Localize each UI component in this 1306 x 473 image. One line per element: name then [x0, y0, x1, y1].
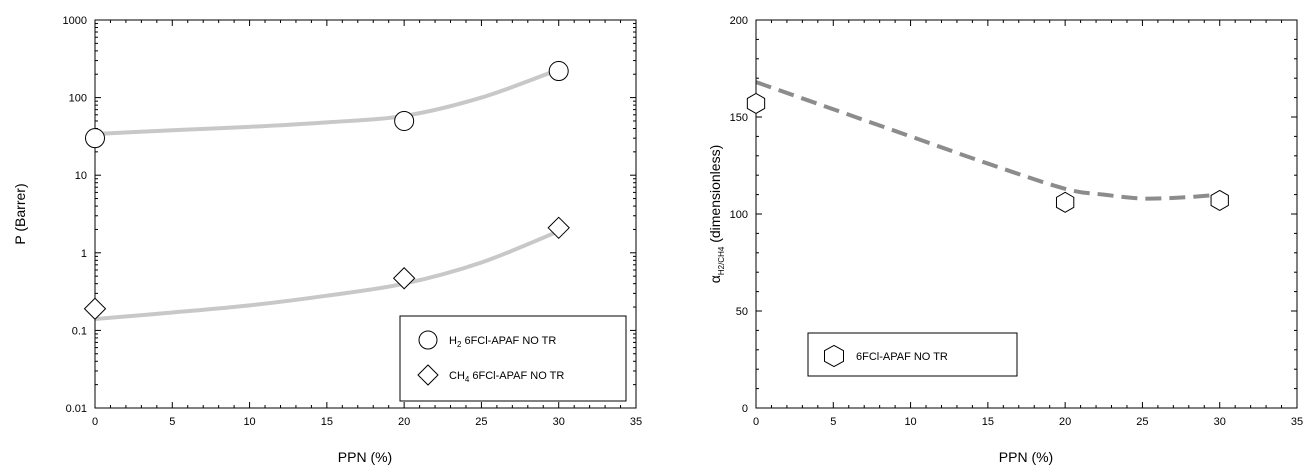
legend-ch4-label: CH4 6FCl-APAF NO TR	[449, 370, 564, 384]
x-tick-label: 35	[630, 416, 642, 428]
x-tick-label: 0	[92, 416, 98, 428]
left-y-axis-title: P (Barrer)	[12, 183, 28, 244]
right-markers	[746, 92, 1229, 213]
data-point-circle	[394, 110, 415, 131]
y-tick-label: 1	[81, 248, 87, 260]
x-tick-label: 20	[398, 416, 410, 428]
x-tick-label: 35	[1291, 416, 1303, 428]
right-axis-ticks: 0 5 10 15 20 25 30 35 0 50 100 150 200	[730, 15, 1303, 428]
y-tick-label: 0	[742, 403, 748, 415]
x-tick-label: 10	[904, 416, 916, 428]
y-tick-label: 50	[736, 306, 748, 318]
left-legend-box	[399, 315, 627, 402]
legend-diamond-marker	[417, 364, 439, 386]
x-tick-label: 5	[830, 416, 836, 428]
x-tick-label: 30	[553, 416, 565, 428]
right-y-axis-title: αH2/CH4 (dimensionless)	[707, 145, 726, 283]
data-point-circle	[85, 128, 105, 149]
y-tick-label: 0.01	[66, 403, 87, 415]
fit-line	[94, 67, 560, 136]
x-tick-label: 25	[475, 416, 487, 428]
y-tick-label: 100	[730, 209, 748, 221]
left-axis-ticks: 0 5 10 15 20 25 30 35 0.01 0.1 1 10 100 1000	[63, 15, 643, 428]
right-legend: 6FCl-APAF NO TR	[807, 332, 1018, 377]
right-x-axis-title: PPN (%)	[999, 449, 1053, 465]
legend-hexagon-marker	[824, 344, 844, 368]
legend-circle-marker	[418, 330, 438, 350]
legend-6fcl-label: 6FCl-APAF NO TR	[856, 351, 948, 363]
y-tick-label: 200	[730, 15, 748, 27]
data-point-circle	[548, 61, 569, 82]
left-markers	[83, 61, 570, 320]
chart-right: 0 5 10 15 20 25 30 35 0 50 100 150 200 PPN (%) αH2/C…	[707, 15, 1303, 465]
data-point-hexagon	[1055, 191, 1075, 213]
left-x-axis-title: PPN (%)	[338, 449, 392, 465]
data-point-diamond	[547, 216, 570, 240]
left-legend: H2 6FCl-APAF NO TR CH4 6FCl-APAF NO TR	[399, 315, 627, 402]
right-fit-line	[755, 80, 1220, 201]
left-fit-lines	[94, 67, 560, 322]
data-point-diamond	[392, 267, 416, 290]
y-tick-label: 100	[69, 93, 87, 105]
data-point-diamond	[83, 297, 107, 320]
left-plot-frame	[94, 19, 637, 409]
x-tick-label: 25	[1136, 416, 1148, 428]
x-tick-label: 0	[753, 416, 759, 428]
data-point-hexagon	[746, 92, 766, 114]
y-tick-label: 10	[75, 170, 87, 182]
x-tick-label: 10	[243, 416, 255, 428]
x-tick-label: 30	[1214, 416, 1226, 428]
fit-line	[94, 229, 560, 322]
y-tick-label: 150	[730, 112, 748, 124]
x-tick-label: 20	[1059, 416, 1071, 428]
x-tick-label: 15	[982, 416, 994, 428]
fit-line	[755, 80, 1220, 201]
x-tick-label: 5	[169, 416, 175, 428]
data-point-hexagon	[1210, 189, 1229, 211]
y-tick-label: 0.1	[72, 325, 87, 337]
x-tick-label: 15	[321, 416, 333, 428]
y-tick-label: 1000	[63, 15, 87, 27]
legend-h2-label: H2 6FCl-APAF NO TR	[449, 335, 556, 349]
